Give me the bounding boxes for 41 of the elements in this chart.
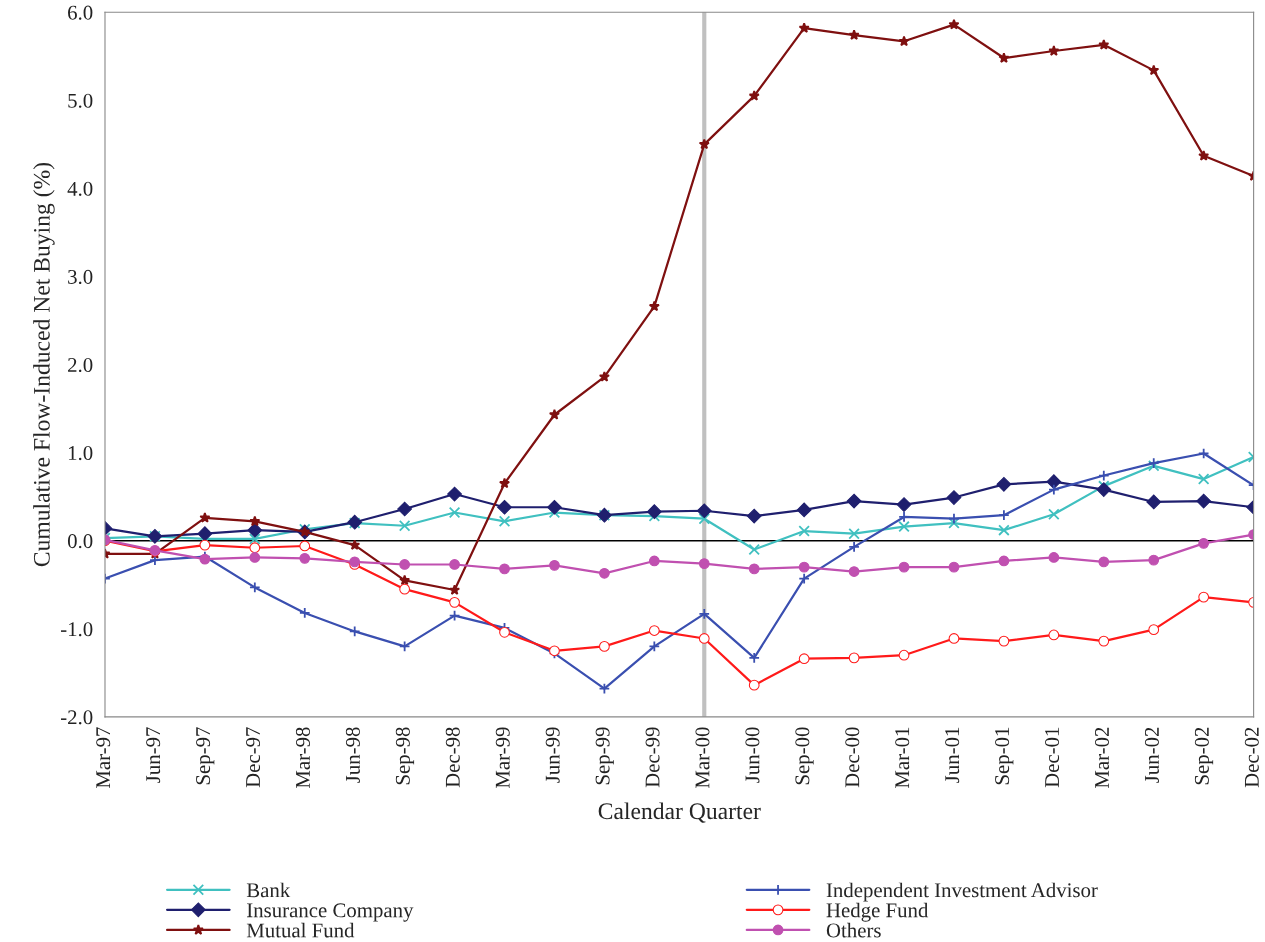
legend-label: Insurance Company — [247, 903, 414, 922]
x-tick-label: Dec-99 — [645, 727, 660, 788]
x-tick-label: Dec-01 — [1045, 727, 1060, 788]
y-tick-label: 5.0 — [68, 93, 93, 108]
x-tick-label: Dec-98 — [445, 727, 460, 788]
x-tick-label: Mar-02 — [1094, 727, 1110, 789]
x-tick-label: Sep-02 — [1194, 727, 1214, 785]
y-tick-label: 2.0 — [68, 357, 93, 373]
x-tick-label: Jun-00 — [745, 727, 760, 783]
x-tick-label: Jun-02 — [1144, 727, 1159, 783]
y-tick-label: -2.0 — [60, 710, 93, 725]
legend-label: Others — [826, 922, 881, 938]
x-tick-label: Sep-99 — [595, 727, 614, 785]
x-tick-label: Jun-98 — [345, 727, 360, 783]
y-axis-title: Cumulative Flow-Induced Net Buying (%) — [33, 162, 55, 567]
x-tick-label: Sep-01 — [995, 727, 1014, 785]
x-tick-label: Jun-01 — [945, 727, 960, 783]
x-tick-label: Mar-00 — [695, 727, 710, 789]
x-tick-label: Mar-99 — [495, 727, 510, 789]
y-tick-label: 3.0 — [68, 269, 93, 284]
y-tick-label: -1.0 — [60, 622, 93, 637]
x-axis-title: Calendar Quarter — [598, 802, 761, 823]
x-tick-label: Dec-00 — [845, 727, 860, 788]
x-tick-label: Mar-97 — [96, 727, 111, 789]
x-tick-label: Dec-02 — [1244, 727, 1259, 788]
x-tick-label: Jun-97 — [146, 727, 161, 783]
x-tick-label: Dec-97 — [246, 727, 261, 788]
x-tick-label: Jun-99 — [545, 727, 560, 783]
y-tick-label: 1.0 — [68, 446, 93, 461]
legend-label: Hedge Fund — [826, 902, 929, 922]
legend-label: Bank — [246, 882, 291, 898]
x-tick-label: Mar-98 — [295, 727, 310, 789]
x-tick-label: Sep-98 — [395, 727, 415, 785]
x-tick-label: Sep-00 — [795, 727, 814, 785]
y-tick-label: 0.0 — [67, 534, 93, 549]
y-tick-label: 6.0 — [68, 5, 93, 20]
legend-label: Independent Investment Advisor — [826, 882, 1098, 902]
x-tick-label: Mar-01 — [895, 727, 910, 789]
legend-label: Mutual Fund — [246, 922, 355, 938]
y-tick-label: 4.0 — [67, 181, 93, 196]
x-tick-label: Sep-97 — [196, 727, 215, 785]
